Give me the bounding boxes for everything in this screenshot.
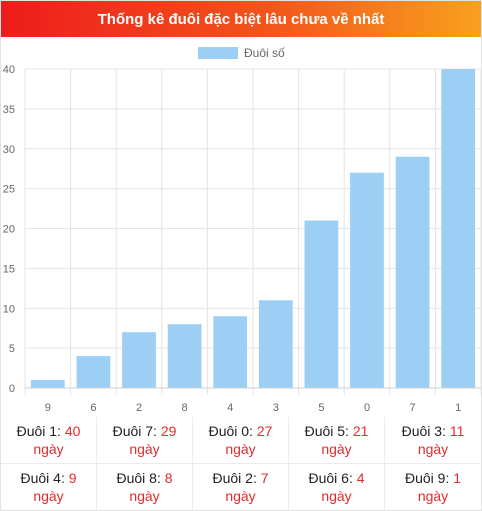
stat-line: Đuôi 0: 27 [209,422,273,440]
stat-value: 7 [260,469,269,486]
stat-label: Đuôi 0: [208,422,257,439]
stat-unit: ngày [225,440,256,457]
stat-cell: Đuôi 3: 11 ngày [385,417,481,464]
stat-value: 4 [356,469,365,486]
bar [213,316,248,388]
x-tick-label: 9 [45,402,51,414]
panel-header: Thống kê đuôi đặc biệt lâu chưa về nhất [1,1,481,37]
stat-cell: Đuôi 4: 9 ngày [1,463,97,510]
x-tick-label: 0 [364,402,370,414]
stat-cell: Đuôi 5: 21 ngày [289,417,385,464]
stat-unit: ngày [129,487,160,504]
stat-line: Đuôi 8: 8 [116,469,172,487]
stat-line: Đuôi 9: 1 [405,469,461,487]
x-tick-label: 6 [90,402,96,414]
stat-label: Đuôi 9: [404,469,454,486]
stat-line: Đuôi 3: 11 [402,422,465,440]
stat-line: Đuôi 2: 7 [212,469,268,487]
stat-cell: Đuôi 6: 4 ngày [289,463,385,510]
bar [167,324,202,388]
stat-line: Đuôi 5: 21 [305,422,369,440]
stat-unit: ngày [417,440,449,457]
stat-value: 11 [449,422,465,439]
y-tick-label: 25 [3,184,15,196]
stat-label: Đuôi 6: [308,469,357,486]
y-tick-label: 15 [3,263,15,275]
x-tick-label: 3 [273,402,279,414]
y-tick-label: 40 [3,64,15,76]
y-tick-label: 5 [9,343,15,355]
stat-unit: ngày [129,440,160,457]
y-tick-label: 35 [3,104,15,116]
bar [350,172,384,388]
stat-label: Đuôi 1: [16,422,65,439]
x-tick-label: 1 [455,402,461,414]
bar [122,332,156,388]
bar [76,356,111,388]
bar [258,300,293,388]
stat-value: 9 [68,469,77,486]
bar [30,380,65,388]
y-tick-label: 20 [3,224,15,236]
stat-unit: ngày [417,487,449,504]
stat-unit: ngày [321,487,352,504]
bar [304,220,339,388]
stat-value: 8 [164,469,173,486]
y-tick-label: 30 [3,144,15,156]
x-tick-label: 7 [410,402,416,414]
stat-cell: Đuôi 8: 8 ngày [97,463,193,510]
stat-label: Đuôi 4: [20,469,69,486]
stat-label: Đuôi 8: [116,469,165,486]
stat-value: 21 [352,422,369,439]
stats-grid: Đuôi 1: 40 ngày Đuôi 7: 29 ngày Đuôi 0: 27 ng… [1,417,481,510]
stat-unit: ngày [33,440,64,457]
stat-line: Đuôi 6: 4 [308,469,364,487]
stat-line: Đuôi 1: 40 [17,422,81,440]
x-tick-label: 5 [318,402,324,414]
stat-value: 1 [453,469,462,486]
legend-label: Đuôi số [244,46,285,60]
panel-title: Thống kê đuôi đặc biệt lâu chưa về nhất [97,10,385,28]
stat-label: Đuôi 2: [212,469,261,486]
stat-label: Đuôi 7: [112,422,161,439]
stat-line: Đuôi 4: 9 [20,469,76,487]
y-tick-label: 0 [9,383,15,395]
x-tick-label: 4 [227,402,233,414]
bar [395,156,430,388]
stat-cell: Đuôi 2: 7 ngày [193,463,289,510]
y-tick-label: 10 [3,303,15,315]
stat-label: Đuôi 3: [401,422,450,439]
stat-cell: Đuôi 9: 1 ngày [385,464,481,511]
stat-label: Đuôi 5: [304,422,353,439]
stat-value: 27 [256,422,273,439]
stat-cell: Đuôi 0: 27 ngày [193,417,289,464]
stat-unit: ngày [33,487,64,504]
stat-value: 29 [160,422,177,439]
legend-swatch [198,47,238,59]
stat-unit: ngày [321,440,352,457]
x-tick-label: 8 [182,402,188,414]
stat-cell: Đuôi 7: 29 ngày [97,417,193,464]
stat-line: Đuôi 7: 29 [113,422,177,440]
stat-value: 40 [64,422,81,439]
bar [441,69,476,388]
x-tick-label: 2 [136,402,142,414]
stat-cell: Đuôi 1: 40 ngày [1,417,97,464]
stat-unit: ngày [225,487,256,504]
